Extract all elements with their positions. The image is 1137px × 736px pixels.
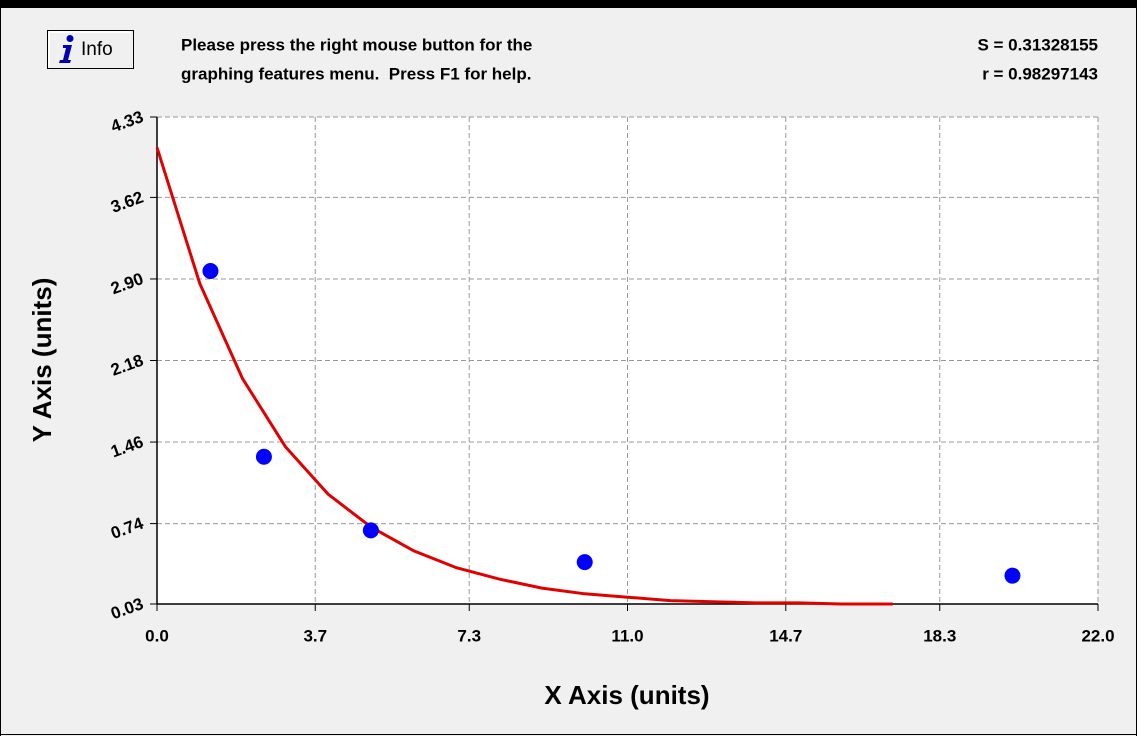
data-point: [1004, 567, 1021, 584]
stat-text: r = 0.98297143: [982, 64, 1098, 83]
data-point: [255, 448, 272, 465]
instruction-text: Please press the right mouse button for …: [181, 35, 532, 54]
info-icon-dot: [66, 35, 74, 42]
stat-text: S = 0.31328155: [977, 35, 1098, 54]
button-label[interactable]: Info: [81, 39, 113, 60]
x-tick-label: 7.3: [457, 626, 481, 645]
x-tick-label: 3.7: [303, 626, 327, 645]
x-axis-title: X Axis (units): [544, 680, 709, 710]
data-point: [202, 263, 219, 280]
x-tick-label: 11.0: [611, 626, 643, 645]
x-tick-label: 0.0: [145, 626, 169, 645]
info-button[interactable]: Info: [47, 30, 134, 69]
y-tick-label: 4.33: [108, 107, 146, 136]
data-point: [362, 522, 379, 539]
y-tick-label: 0.03: [108, 594, 146, 623]
title-bar-edge: [0, 0, 1137, 8]
instruction-text: graphing features menu. Press F1 for hel…: [181, 64, 531, 83]
y-tick-label: 0.74: [108, 514, 146, 543]
y-axis-title: Y Axis (units): [27, 278, 57, 443]
info-icon-stem: [59, 45, 72, 63]
y-tick-label: 1.46: [108, 432, 146, 461]
data-point: [576, 554, 593, 571]
x-tick-label: 22.0: [1081, 626, 1114, 645]
y-tick-label: 2.90: [108, 269, 146, 298]
x-tick-label: 18.3: [923, 626, 956, 645]
y-tick-label: 3.62: [108, 188, 146, 217]
x-tick-label: 14.7: [769, 626, 802, 645]
y-tick-label: 2.18: [108, 351, 146, 380]
fit-curve: [155, 147, 893, 606]
